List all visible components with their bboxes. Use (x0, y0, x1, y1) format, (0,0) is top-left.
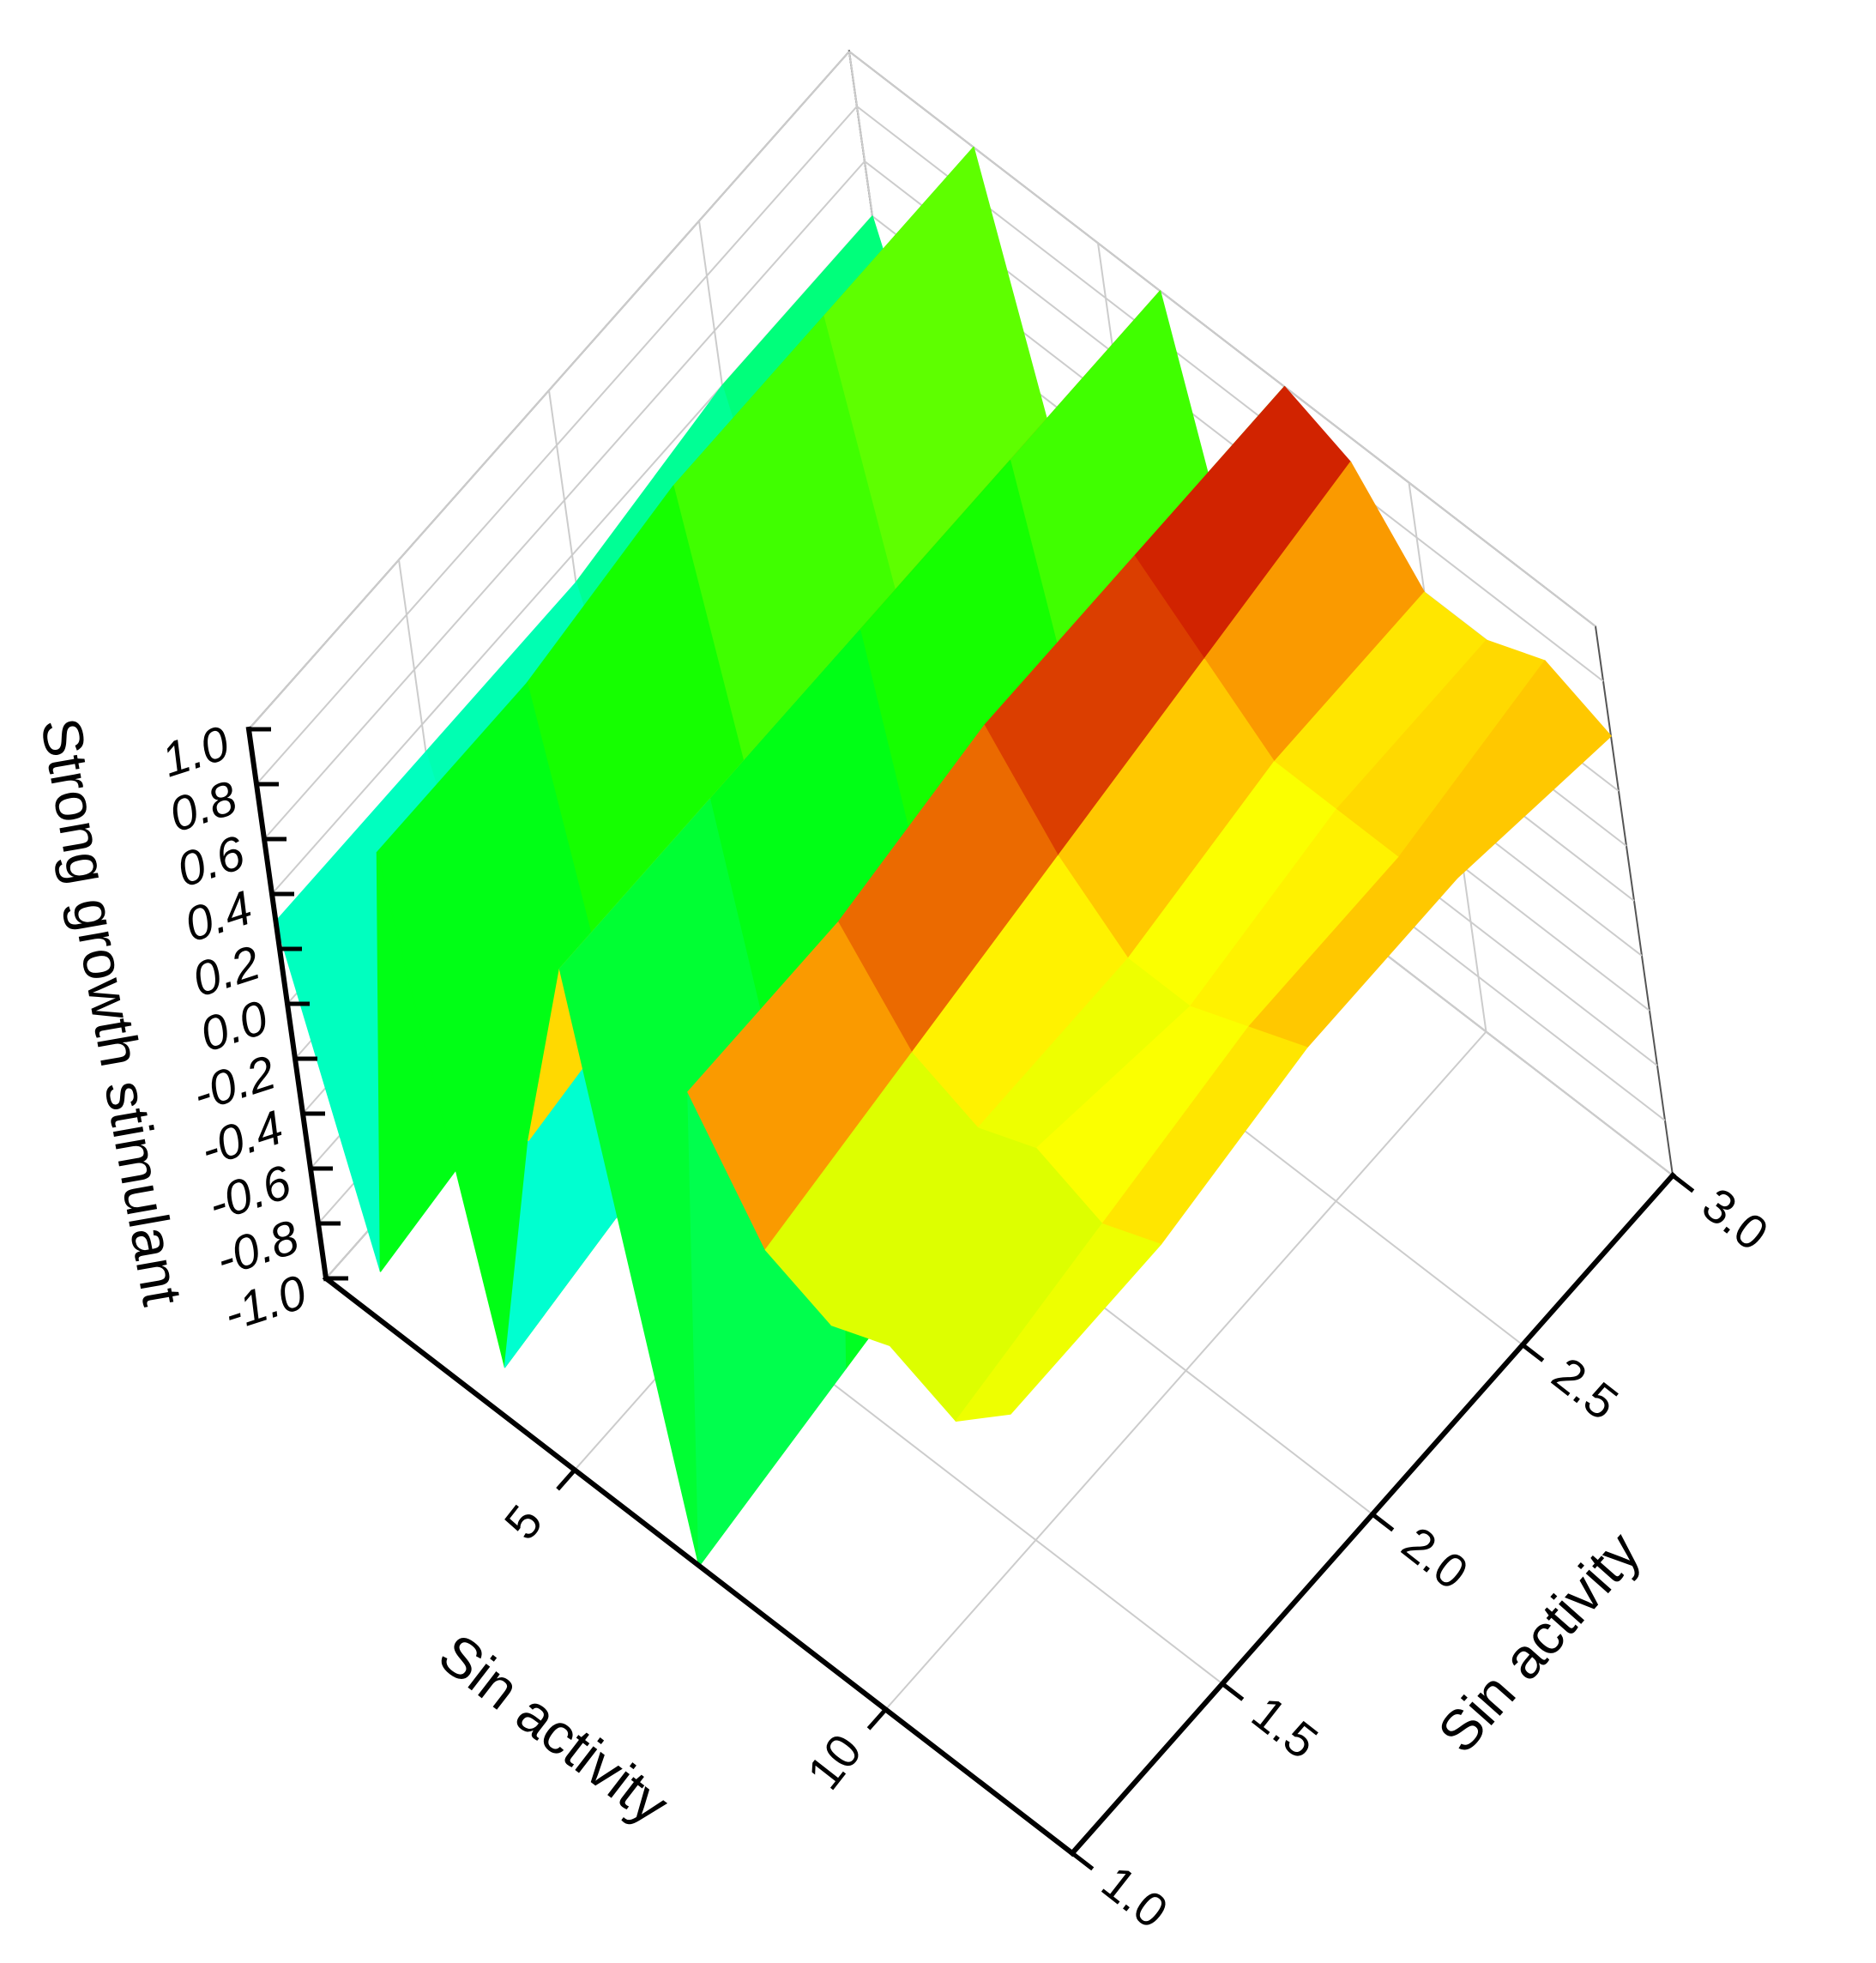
y-tick (1071, 1851, 1095, 1871)
x-tick (556, 1468, 576, 1491)
y-tick (1521, 1343, 1545, 1362)
x-axis-title: Sin activity (427, 1622, 680, 1837)
x-tick-label: 10 (796, 1724, 872, 1799)
y-tick (1371, 1513, 1395, 1532)
y-tick (1221, 1682, 1245, 1701)
y-tick-label: 2.5 (1542, 1346, 1628, 1430)
x-tick (866, 1707, 888, 1730)
y-tick-label: 3.0 (1692, 1177, 1778, 1261)
y-tick-label: 1.0 (1092, 1855, 1178, 1939)
y-tick (1671, 1174, 1695, 1193)
x-tick-label: 5 (494, 1495, 553, 1549)
surface-patch (955, 1223, 1161, 1422)
surface (274, 146, 1612, 1567)
x-axis (322, 1274, 1077, 1857)
y-tick-label: 1.5 (1242, 1685, 1328, 1769)
y-tick-label: 2.0 (1392, 1516, 1478, 1600)
